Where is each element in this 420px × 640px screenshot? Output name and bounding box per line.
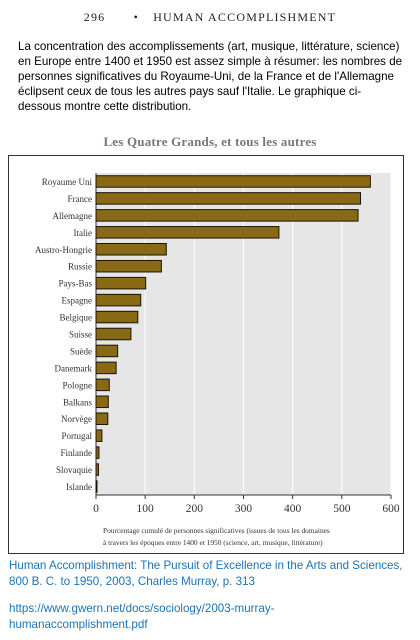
category-label: Balkans <box>63 397 92 407</box>
chart-frame: 0 100 200 300 400 500 600 Royaume Uni France Alle… <box>8 155 404 554</box>
category-label: Suisse <box>69 330 92 340</box>
x-tick-label: 300 <box>235 503 253 515</box>
bar <box>95 480 98 493</box>
category-label: Pays-Bas <box>59 279 93 289</box>
bar <box>95 344 119 358</box>
x-tick-label: 400 <box>284 503 302 515</box>
bar <box>95 463 99 476</box>
category-label: Norvège <box>61 414 92 424</box>
category-label: Pologne <box>62 380 92 390</box>
header-separator: • <box>133 10 139 24</box>
category-label: Islande <box>66 482 92 492</box>
bar <box>95 395 109 409</box>
intro-paragraph: La concentration des accomplissements (a… <box>18 40 403 113</box>
category-label: Suède <box>70 346 92 356</box>
bar <box>95 446 100 459</box>
category-label: Danemark <box>55 363 93 373</box>
book-title: HUMAN ACCOMPLISHMENT <box>153 10 337 24</box>
category-label: Espagne <box>62 296 93 306</box>
bar <box>95 175 371 188</box>
category-label: Finlande <box>61 448 93 458</box>
bar <box>95 209 359 222</box>
category-label: Portugal <box>62 431 93 441</box>
category-label: Russie <box>68 262 92 272</box>
category-label: Italie <box>74 228 93 238</box>
x-tick-label: 500 <box>333 503 351 515</box>
x-axis-label: Pourcentage cumulé de personnes signific… <box>103 526 330 535</box>
bar <box>95 276 147 290</box>
x-tick-label: 100 <box>137 503 155 515</box>
x-tick-label: 0 <box>93 503 99 515</box>
bar <box>95 327 132 341</box>
category-label: Slovaquie <box>56 465 92 475</box>
category-label: Belgique <box>60 313 93 323</box>
bar <box>95 378 110 392</box>
bar <box>95 293 142 307</box>
category-label: France <box>68 194 93 204</box>
bar <box>95 259 162 273</box>
bar <box>95 412 109 425</box>
page-number: 296 <box>83 10 106 24</box>
x-tick-label: 200 <box>186 503 204 515</box>
bar <box>95 310 139 324</box>
bar <box>95 361 117 375</box>
source-link[interactable]: https://www.gwern.net/docs/sociology/200… <box>9 602 275 631</box>
page-header: 296 • HUMAN ACCOMPLISHMENT <box>0 10 420 25</box>
bar <box>95 243 167 256</box>
bar <box>95 429 103 442</box>
category-label: Royaume Uni <box>42 177 93 187</box>
x-tick-label: 600 <box>382 503 400 515</box>
category-label: Austro-Hongrie <box>35 245 92 255</box>
category-label: Allemagne <box>53 211 93 221</box>
source-caption: Human Accomplishment: The Pursuit of Exc… <box>9 559 403 588</box>
bar-chart: 0 100 200 300 400 500 600 Royaume Uni France Alle… <box>35 173 400 547</box>
chart-title: Les Quatre Grands, et tous les autres <box>103 134 317 149</box>
bar <box>95 226 280 239</box>
x-axis-label: à travers les époques entre 1400 et 1950… <box>103 538 323 547</box>
bar <box>95 192 362 205</box>
